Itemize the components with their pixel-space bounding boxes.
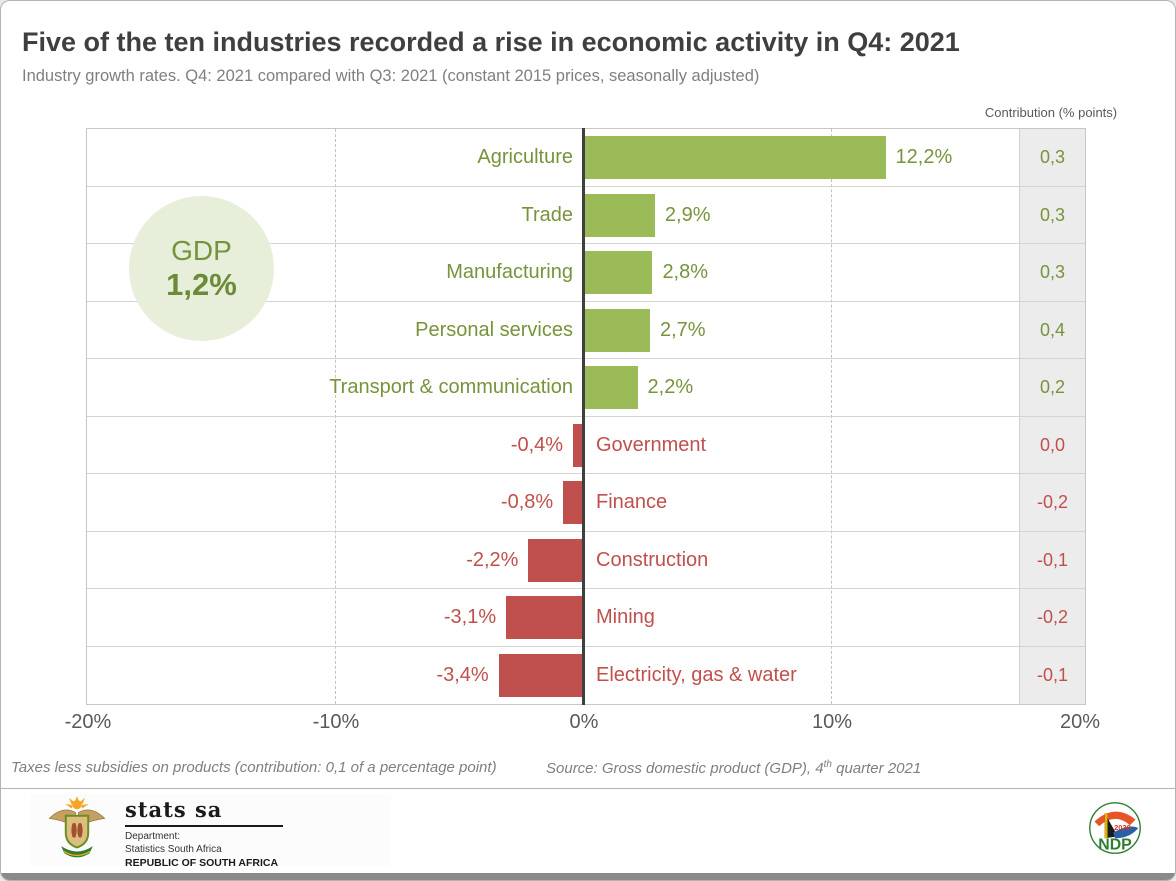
chart-row: Agriculture 12,2% 0,3	[87, 129, 1085, 187]
bar	[583, 366, 638, 410]
contribution-column-background	[1019, 129, 1085, 704]
gdp-badge-value: 1,2%	[166, 266, 237, 302]
x-axis-tick: 10%	[811, 711, 853, 733]
category-label: Mining	[596, 606, 655, 628]
value-label: -3,1%	[443, 606, 497, 628]
category-label: Electricity, gas & water	[596, 663, 797, 686]
chart-row: Finance -0,8% -0,2	[87, 474, 1085, 532]
category-label: Agriculture	[477, 146, 573, 168]
x-axis-tick: -20%	[64, 711, 112, 733]
page-title: Five of the ten industries recorded a ri…	[22, 27, 960, 57]
statssa-dept-line3: REPUBLIC OF SOUTH AFRICA	[125, 857, 279, 869]
x-axis-tick: 20%	[1059, 711, 1101, 733]
south-africa-coat-of-arms-icon	[41, 796, 113, 867]
bar	[583, 308, 650, 352]
chart-row: Electricity, gas & water -3,4% -0,1	[87, 647, 1085, 705]
bar	[573, 423, 583, 467]
value-label: 2,2%	[647, 376, 694, 398]
statssa-divider	[125, 825, 283, 827]
taxes-footnote: Taxes less subsidies on products (contri…	[11, 759, 497, 776]
bar-chart-plot-area: Agriculture 12,2% 0,3 Trade 2,9% 0,3 Man…	[86, 128, 1086, 705]
x-axis-tick: -10%	[312, 711, 360, 733]
bar	[583, 251, 653, 295]
value-label: -0,4%	[510, 433, 564, 456]
bar	[506, 596, 583, 640]
x-axis-tick: 0%	[569, 711, 599, 733]
sun-rays-icon	[65, 796, 89, 810]
category-label: Government	[596, 433, 707, 456]
contribution-value: -0,1	[1036, 664, 1069, 685]
chart-row: Transport & communication 2,2% 0,2	[87, 359, 1085, 417]
chart-row: Trade 2,9% 0,3	[87, 187, 1085, 244]
value-label: 2,7%	[659, 318, 706, 341]
zero-axis-line	[581, 128, 585, 705]
chart-row: Manufacturing 2,8% 0,3	[87, 244, 1085, 302]
value-label: -3,4%	[436, 663, 489, 686]
statssa-dept-line2: Statistics South Africa	[125, 843, 222, 855]
category-label: Manufacturing	[446, 261, 573, 283]
contribution-value: 0,3	[1039, 262, 1066, 282]
statssa-logo-panel	[31, 794, 391, 866]
bottom-accent-bar	[1, 873, 1175, 880]
source-note: Source: Gross domestic product (GDP), 4t…	[546, 759, 921, 777]
source-text-prefix: Source: Gross domestic product (GDP), 4	[546, 760, 824, 777]
chart-row: Mining -3,1% -0,2	[87, 589, 1085, 647]
value-label: 2,8%	[662, 261, 709, 283]
gridline-minus-10	[335, 129, 336, 704]
category-label: Transport & communication	[329, 376, 573, 398]
footer-divider-line	[1, 788, 1175, 789]
contribution-value: 0,2	[1039, 377, 1066, 397]
bar	[583, 193, 655, 237]
bar	[528, 538, 583, 582]
chart-row: Construction -2,2% -0,1	[87, 532, 1085, 589]
statssa-dept-line1: Department:	[125, 831, 181, 842]
contribution-column-header: Contribution (% points)	[984, 105, 1118, 120]
category-label: Trade	[521, 203, 573, 226]
value-label: -0,8%	[500, 491, 554, 513]
category-label: Finance	[596, 491, 668, 513]
bar	[583, 136, 886, 180]
contribution-value: 0,3	[1039, 147, 1066, 167]
chart-row: Personal services 2,7% 0,4	[87, 302, 1085, 359]
gdp-badge: GDP 1,2%	[129, 196, 274, 341]
contribution-value: -0,2	[1036, 607, 1069, 627]
value-label: 2,9%	[664, 203, 711, 226]
page-subtitle: Industry growth rates. Q4: 2021 compared…	[22, 67, 760, 85]
ndp-year-text: 2030	[1114, 823, 1131, 832]
source-superscript: th	[823, 759, 832, 770]
chart-row: Government -0,4% 0,0	[87, 417, 1085, 474]
ndp-2030-logo-icon: 2030 NDP	[1087, 799, 1143, 862]
category-label: Construction	[596, 548, 709, 571]
contribution-value: -0,1	[1036, 549, 1069, 570]
value-label: -2,2%	[466, 548, 519, 571]
x-axis: -20% -10% 0% 10% 20%	[65, 711, 1100, 741]
category-label: Personal services	[415, 318, 573, 341]
gdp-badge-label: GDP	[171, 234, 232, 266]
value-label: 12,2%	[895, 146, 953, 168]
contribution-value: 0,3	[1039, 204, 1066, 225]
contribution-value: 0,4	[1039, 319, 1066, 340]
ndp-acronym-text: NDP	[1098, 836, 1132, 853]
contribution-value: -0,2	[1036, 492, 1069, 512]
bar	[498, 653, 583, 697]
gridline-plus-10	[831, 129, 832, 704]
bar	[563, 481, 583, 525]
statssa-logo-text: stats sa Department: Statistics South Af…	[125, 797, 283, 870]
source-text-suffix: quarter 2021	[831, 760, 922, 777]
contribution-value: 0,0	[1039, 434, 1066, 455]
statssa-name: stats sa	[125, 797, 223, 822]
